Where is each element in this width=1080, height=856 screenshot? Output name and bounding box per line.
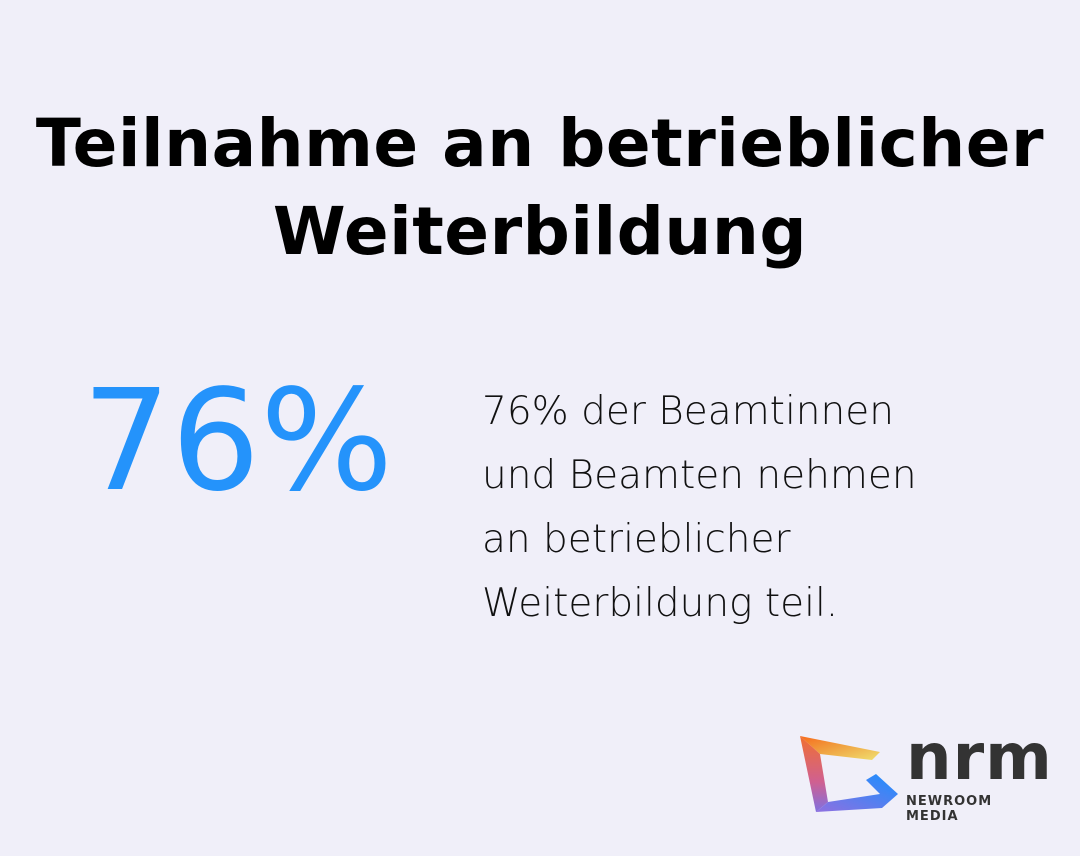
stat-value: 76% [82,360,394,523]
title-line-2: Weiterbildung [272,193,808,270]
description-line: 76% der Beamtinnen [482,389,894,434]
description-line: Weiterbildung teil. [482,581,839,626]
title-line-1: Teilnahme an betrieblicher [35,105,1045,182]
description-line: und Beamten nehmen [482,453,917,498]
stat-description: 76% der Beamtinnen und Beamten nehmen an… [482,380,1002,636]
newroom-media-logo: nrm NEWROOM MEDIA [798,721,1052,824]
page-title: Teilnahme an betrieblicher Weiterbildung [0,100,1080,276]
nrm-logo-mark-icon [800,736,898,812]
brand-subtitle: NEWROOM MEDIA [906,794,993,824]
brand-name: nrm [906,721,1053,795]
description-line: an betrieblicher [482,517,791,562]
